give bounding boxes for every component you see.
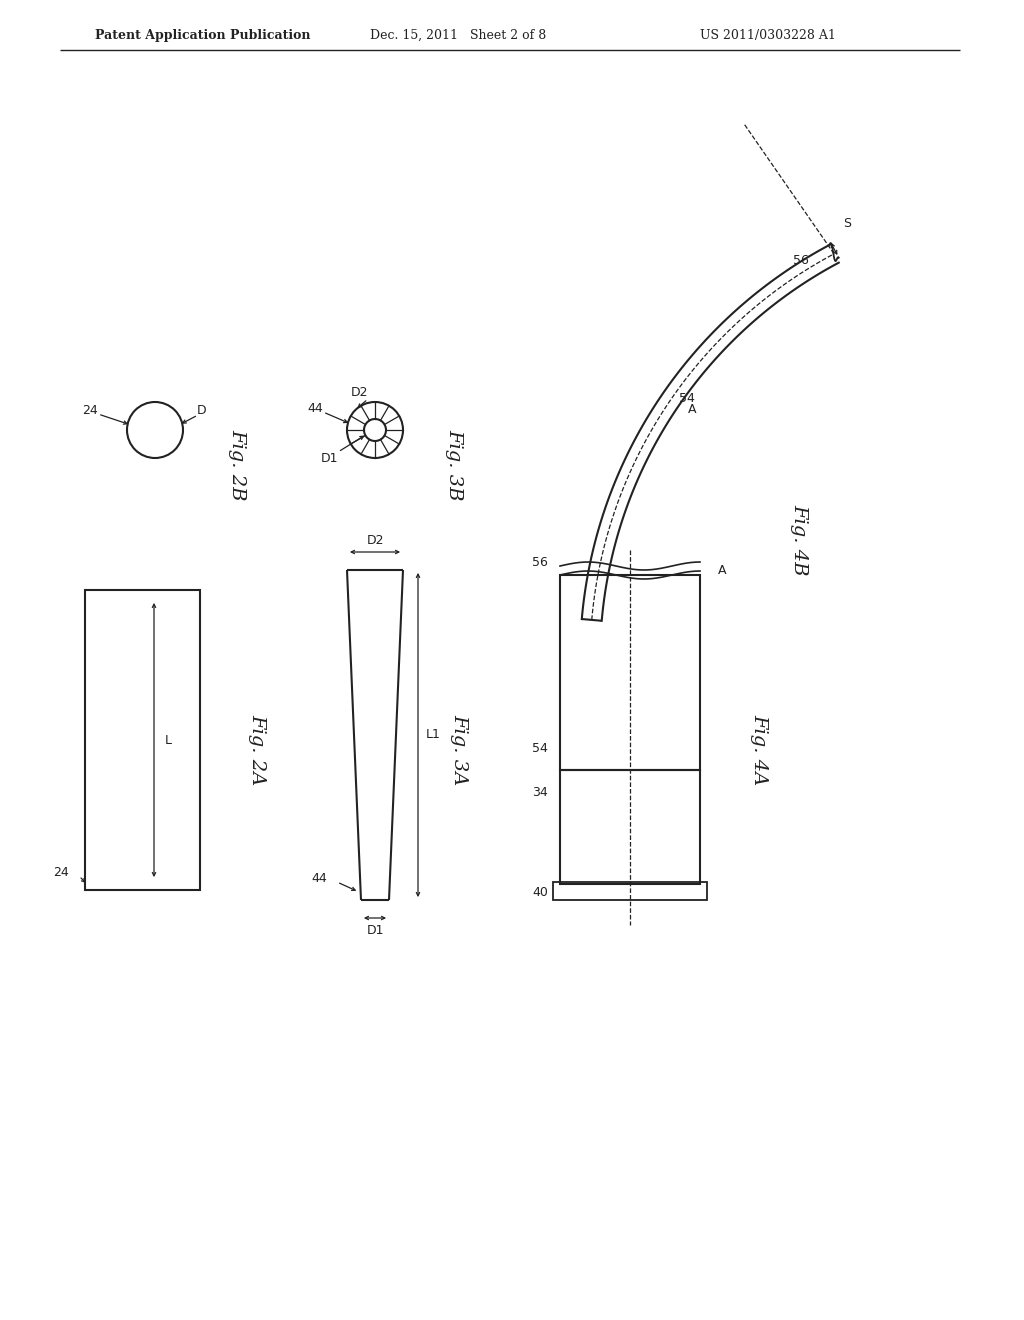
Text: Fig. 2A: Fig. 2A <box>248 714 266 785</box>
Text: Fig. 4A: Fig. 4A <box>750 714 768 785</box>
Text: D1: D1 <box>322 451 339 465</box>
Text: D2: D2 <box>351 385 369 399</box>
Text: US 2011/0303228 A1: US 2011/0303228 A1 <box>700 29 836 41</box>
Text: 24: 24 <box>82 404 98 417</box>
Text: 44: 44 <box>311 871 327 884</box>
Bar <box>553 882 707 900</box>
Text: D: D <box>198 404 207 417</box>
Text: L: L <box>165 734 171 747</box>
Bar <box>560 770 700 884</box>
Text: 34: 34 <box>532 785 548 799</box>
Text: Fig. 2B: Fig. 2B <box>228 429 246 500</box>
Text: D1: D1 <box>367 924 384 936</box>
Text: 56: 56 <box>794 253 809 267</box>
Text: 54: 54 <box>679 392 695 405</box>
Bar <box>560 576 700 770</box>
Bar <box>85 590 200 890</box>
Text: Dec. 15, 2011   Sheet 2 of 8: Dec. 15, 2011 Sheet 2 of 8 <box>370 29 546 41</box>
Text: D2: D2 <box>367 533 384 546</box>
Text: 24: 24 <box>53 866 69 879</box>
Text: Fig. 4B: Fig. 4B <box>790 504 808 576</box>
Text: A: A <box>718 564 726 577</box>
Text: S: S <box>844 216 851 230</box>
Text: A: A <box>687 403 696 416</box>
Text: L1: L1 <box>426 729 440 742</box>
Text: 44: 44 <box>307 401 323 414</box>
Text: Fig. 3A: Fig. 3A <box>450 714 468 785</box>
Text: 54: 54 <box>532 742 548 755</box>
Text: Patent Application Publication: Patent Application Publication <box>95 29 310 41</box>
Text: 40: 40 <box>532 886 548 899</box>
Text: 56: 56 <box>532 557 548 569</box>
Text: Fig. 3B: Fig. 3B <box>445 429 463 500</box>
